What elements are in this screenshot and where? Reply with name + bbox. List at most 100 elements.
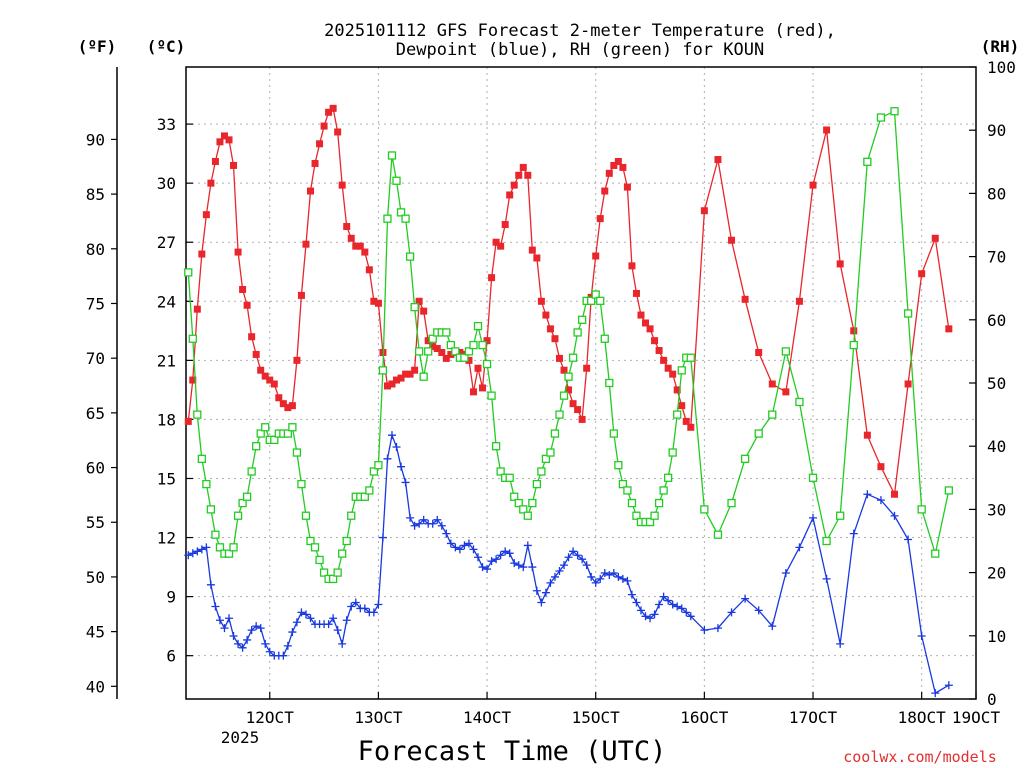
rh-point xyxy=(252,442,261,451)
temperature-point xyxy=(610,161,618,169)
rh-point xyxy=(482,359,492,369)
dewpoint-point xyxy=(863,490,872,499)
dewpoint-point xyxy=(944,681,953,690)
rh-point xyxy=(333,568,342,577)
temperature-point xyxy=(361,248,369,256)
temperature-point xyxy=(266,376,274,384)
fahrenheit-tick-label: 80 xyxy=(86,240,105,259)
temperature-point xyxy=(248,333,256,341)
temperature-point xyxy=(782,388,790,396)
dewpoint-point xyxy=(505,549,514,558)
dewpoint-point xyxy=(682,608,691,617)
temperature-point xyxy=(479,384,487,392)
rh-point xyxy=(596,296,605,305)
dewpoint-point xyxy=(741,594,750,603)
dewpoint-point xyxy=(378,533,387,542)
rh-point xyxy=(446,340,455,350)
rh-point xyxy=(328,574,338,584)
series-rh xyxy=(184,107,953,584)
celsius-tick-label: 21 xyxy=(157,351,176,370)
dewpoint-point xyxy=(265,647,274,656)
dewpoint-point xyxy=(519,563,528,572)
dewpoint-point xyxy=(419,515,428,524)
dewpoint-point xyxy=(627,590,636,599)
rh-point xyxy=(754,429,763,438)
rh-point xyxy=(863,157,872,166)
temperature-point xyxy=(795,297,803,305)
temperature-point xyxy=(198,250,206,258)
rh-tick-label: 0 xyxy=(987,690,997,709)
temperature-point xyxy=(465,356,473,364)
rh-point xyxy=(301,511,311,520)
dewpoint-point xyxy=(569,547,578,556)
rh-point xyxy=(836,511,845,520)
temperature-point xyxy=(220,132,228,140)
fahrenheit-unit-label: (ºF) xyxy=(78,37,117,56)
chart-title-line1: 2025101112 GFS Forecast 2-meter Temperat… xyxy=(324,21,836,41)
rh-point xyxy=(310,543,320,552)
rh-point xyxy=(713,530,723,539)
rh-point xyxy=(528,498,537,508)
rh-point xyxy=(532,479,542,489)
dewpoint-point xyxy=(451,543,460,552)
rh-point xyxy=(242,492,252,501)
rh-point xyxy=(401,214,410,223)
dewpoint-point xyxy=(632,598,641,607)
dewpoint-point xyxy=(650,610,659,619)
dewpoint-point xyxy=(555,567,564,576)
rh-point xyxy=(261,423,270,432)
rh-point xyxy=(550,429,560,438)
temperature-point xyxy=(578,415,586,423)
dewpoint-point xyxy=(795,543,804,552)
rh-point xyxy=(650,511,659,520)
temperature-point xyxy=(596,215,604,223)
dewpoint-point xyxy=(474,553,483,562)
celsius-tick-label: 30 xyxy=(157,174,176,193)
celsius-tick-label: 18 xyxy=(157,410,176,429)
temperature-point xyxy=(356,242,364,250)
rh-point xyxy=(451,347,460,356)
dewpoint-point xyxy=(410,521,419,530)
rh-point xyxy=(605,378,614,388)
fahrenheit-tick-label: 60 xyxy=(86,459,105,478)
rh-point xyxy=(405,252,415,261)
rh-point xyxy=(315,555,324,565)
temperature-point xyxy=(424,337,432,345)
temperature-point xyxy=(664,364,672,372)
rh-tick-label: 70 xyxy=(987,248,1006,267)
dewpoint-point xyxy=(587,572,596,581)
rh-point xyxy=(415,347,424,356)
rh-point xyxy=(568,353,578,362)
fahrenheit-tick-label: 75 xyxy=(86,294,105,313)
rh-point xyxy=(546,448,555,457)
rh-point xyxy=(469,340,478,350)
dewpoint-point xyxy=(193,547,202,556)
chart-title-line2: Dewpoint (blue), RH (green) for KOUN xyxy=(396,40,764,60)
rh-point xyxy=(202,479,211,489)
temperature-point xyxy=(297,291,305,299)
temperature-point xyxy=(211,158,219,166)
temperature-point xyxy=(646,325,654,333)
rh-point xyxy=(686,353,695,362)
temperature-point xyxy=(569,400,577,408)
dewpoint-point xyxy=(541,588,550,597)
dewpoint-point xyxy=(297,608,306,617)
rh-point xyxy=(505,473,514,482)
temperature-point xyxy=(402,370,410,378)
dewpoint-point xyxy=(306,614,315,623)
rh-point xyxy=(419,372,428,381)
temperature-point xyxy=(202,211,210,219)
dewpoint-point xyxy=(523,541,532,550)
rh-point xyxy=(781,347,791,356)
dewpoint-line xyxy=(188,432,950,695)
temperature-point xyxy=(506,191,514,199)
temperature-point xyxy=(456,348,464,356)
temperature-point xyxy=(655,347,663,355)
rh-point xyxy=(206,505,216,514)
rh-point xyxy=(673,410,682,419)
temperature-point xyxy=(551,335,559,343)
series-temperature xyxy=(184,104,953,498)
dewpoint-point xyxy=(487,557,496,566)
temperature-point xyxy=(474,364,482,372)
